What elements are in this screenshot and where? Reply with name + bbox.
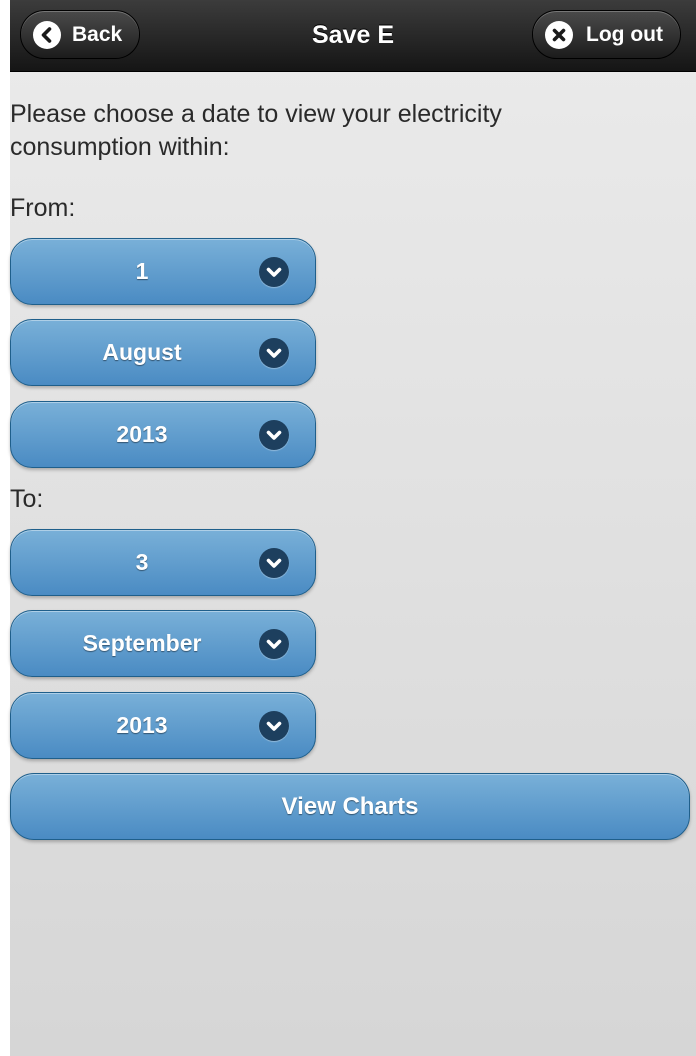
chevron-down-icon	[259, 257, 289, 287]
chevron-down-icon	[259, 420, 289, 450]
chevron-down-icon	[259, 629, 289, 659]
to-month-value: September	[82, 630, 202, 656]
chevron-down-icon	[259, 711, 289, 741]
from-month-select[interactable]: August	[10, 319, 316, 386]
back-button-label: Back	[72, 23, 123, 46]
to-day-value: 3	[135, 549, 149, 575]
chevron-left-icon	[33, 21, 61, 49]
from-label: From:	[10, 194, 76, 222]
view-charts-button[interactable]: View Charts	[10, 773, 690, 840]
to-year-select[interactable]: 2013	[10, 692, 316, 759]
logout-button-label: Log out	[586, 23, 663, 46]
from-day-select[interactable]: 1	[10, 238, 316, 305]
to-label: To:	[10, 485, 44, 513]
page-title: Save E	[311, 21, 394, 49]
intro-text: Please choose a date to view your electr…	[10, 100, 502, 161]
from-year-select[interactable]: 2013	[10, 401, 316, 468]
to-day-select[interactable]: 3	[10, 529, 316, 596]
close-icon	[545, 21, 573, 49]
to-month-select[interactable]: September	[10, 610, 316, 677]
chevron-down-icon	[259, 548, 289, 578]
from-month-value: August	[102, 339, 182, 365]
from-day-value: 1	[135, 258, 149, 284]
from-year-value: 2013	[116, 421, 168, 447]
back-button[interactable]: Back	[20, 10, 140, 59]
page: Save E Back Log out Please choose a date…	[10, 0, 696, 1056]
header-bar: Save E Back Log out	[10, 0, 696, 72]
logout-button[interactable]: Log out	[532, 10, 681, 59]
to-year-value: 2013	[116, 712, 168, 738]
chevron-down-icon	[259, 338, 289, 368]
